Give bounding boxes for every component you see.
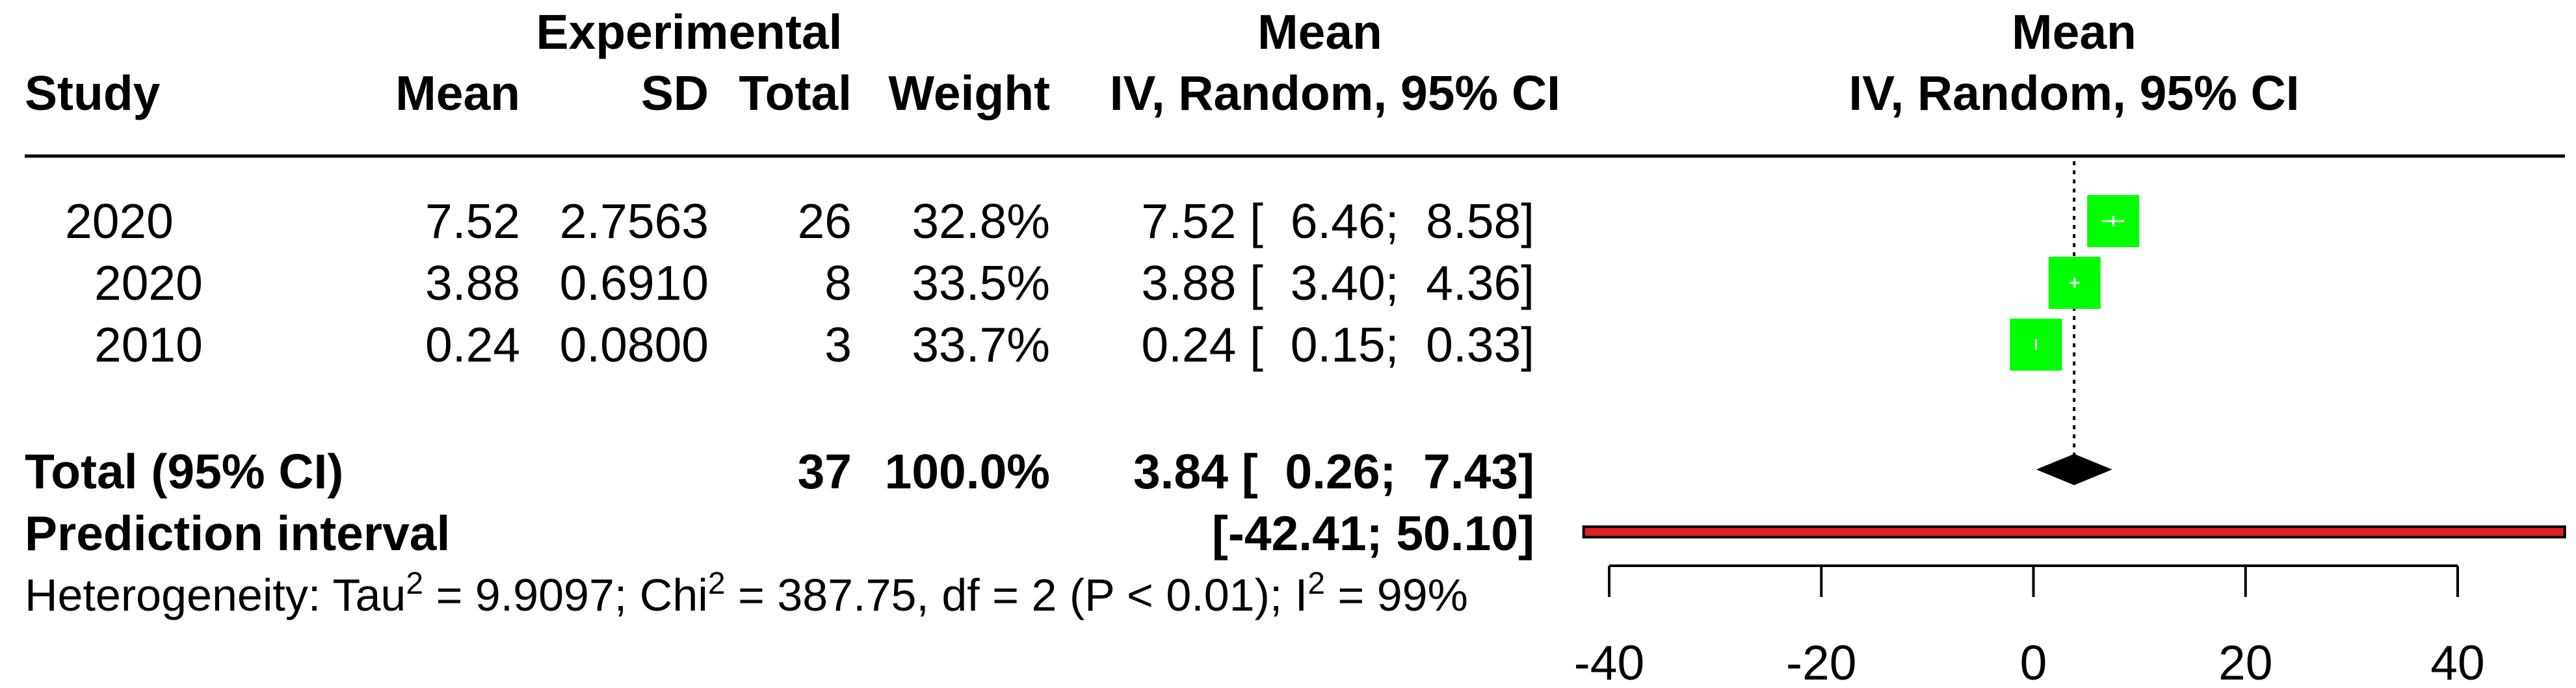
study-weight: 33.5%: [912, 256, 1050, 310]
summary-ci: 3.84 [ 0.26; 7.43]: [1133, 444, 1534, 499]
sd-header: SD: [640, 66, 709, 120]
study-sd: 0.0800: [559, 317, 709, 372]
superscript: 2: [406, 566, 424, 601]
study-total: 26: [797, 194, 852, 248]
ci-header-bottom: IV, Random, 95% CI: [1109, 66, 1560, 120]
x-axis-tick-label: -40: [1574, 635, 1644, 688]
ci-header-top: Mean: [1257, 5, 1382, 59]
study-ci: 7.52 [ 6.46; 8.58]: [1141, 194, 1534, 248]
summary-weight: 100.0%: [884, 444, 1050, 499]
study-box: [2048, 257, 2101, 309]
summary-label: Total (95% CI): [25, 444, 344, 499]
superscript: 2: [707, 566, 726, 601]
study-label: 2020: [65, 194, 174, 248]
study-label: 2010: [94, 317, 203, 372]
x-axis-tick-label: -20: [1786, 635, 1856, 688]
study-header: Study: [25, 66, 161, 120]
prediction-interval-bar: [1582, 525, 2566, 538]
experimental-header: Experimental: [536, 5, 843, 59]
heterogeneity-text: Heterogeneity: Tau2 = 9.9097; Chi2 = 387…: [25, 566, 1468, 620]
study-mean: 3.88: [425, 256, 520, 310]
study-label: 2020: [94, 256, 203, 310]
prediction-ci: [-42.41; 50.10]: [1211, 506, 1534, 561]
study-total: 3: [824, 317, 852, 372]
study-box: [2087, 195, 2140, 247]
plot-header-bottom: IV, Random, 95% CI: [1848, 66, 2300, 120]
study-total: 8: [824, 256, 852, 310]
summary-total: 37: [797, 444, 852, 499]
study-weight: 33.7%: [912, 317, 1050, 372]
mean-header: Mean: [395, 66, 520, 120]
pooled-diamond: [2036, 454, 2112, 485]
plot-header-top: Mean: [2012, 5, 2136, 59]
study-sd: 0.6910: [559, 256, 709, 310]
x-axis-tick-label: 20: [2218, 635, 2272, 688]
study-sd: 2.7563: [559, 194, 709, 248]
study-box: [2010, 319, 2062, 371]
study-weight: 32.8%: [912, 194, 1050, 248]
x-axis-tick-label: 40: [2430, 635, 2484, 688]
study-ci: 3.88 [ 3.40; 4.36]: [1141, 256, 1534, 310]
study-ci: 0.24 [ 0.15; 0.33]: [1141, 317, 1534, 372]
weight-header: Weight: [888, 66, 1050, 120]
total-header: Total: [739, 66, 852, 120]
superscript: 2: [1308, 566, 1325, 601]
study-mean: 7.52: [425, 194, 520, 248]
x-axis-tick-label: 0: [2020, 635, 2047, 688]
prediction-label: Prediction interval: [25, 506, 451, 561]
study-mean: 0.24: [425, 317, 520, 372]
